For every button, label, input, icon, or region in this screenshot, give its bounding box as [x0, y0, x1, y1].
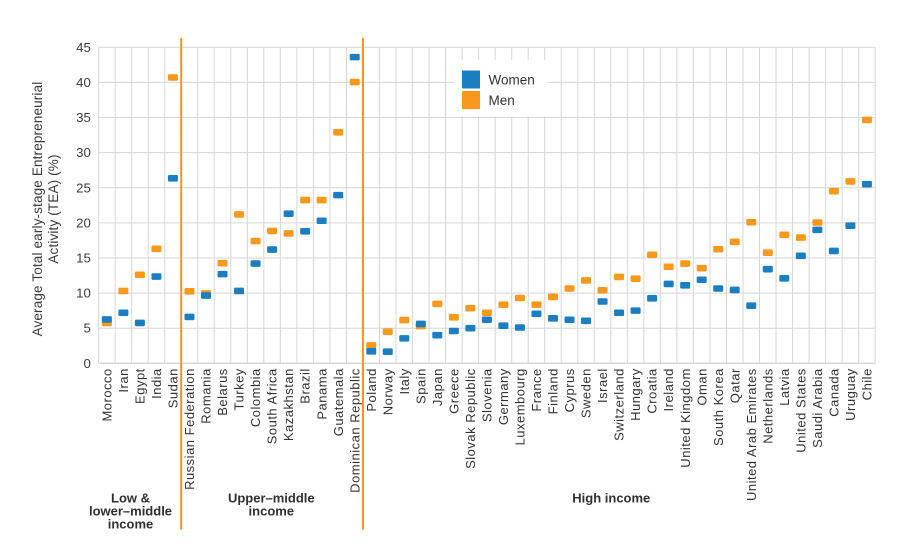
- svg-text:income: income: [108, 517, 154, 532]
- svg-text:Activity (TEA) (%): Activity (TEA) (%): [46, 154, 61, 263]
- svg-text:Slovenia: Slovenia: [479, 368, 494, 422]
- svg-text:Japan: Japan: [430, 368, 445, 406]
- svg-text:Spain: Spain: [413, 368, 428, 404]
- svg-text:Sweden: Sweden: [579, 368, 594, 418]
- svg-text:0: 0: [83, 356, 90, 371]
- svg-text:Germany: Germany: [496, 368, 511, 425]
- svg-text:Italy: Italy: [397, 368, 412, 394]
- svg-text:30: 30: [76, 145, 91, 160]
- svg-text:Chile: Chile: [860, 368, 875, 400]
- svg-text:Finland: Finland: [546, 368, 561, 414]
- svg-text:Hungary: Hungary: [628, 368, 643, 421]
- svg-text:Saudi Arabia: Saudi Arabia: [810, 368, 825, 448]
- svg-text:Russian Federation: Russian Federation: [182, 368, 197, 490]
- svg-text:Morocco: Morocco: [99, 368, 114, 421]
- svg-text:Canada: Canada: [826, 368, 841, 417]
- svg-text:Kazakhstan: Kazakhstan: [281, 368, 296, 441]
- svg-text:Luxembourg: Luxembourg: [513, 368, 528, 445]
- svg-text:10: 10: [76, 286, 91, 301]
- svg-text:35: 35: [76, 110, 91, 125]
- svg-text:Men: Men: [489, 93, 515, 108]
- svg-text:lower–middle: lower–middle: [89, 504, 172, 519]
- svg-text:Belarus: Belarus: [215, 368, 230, 416]
- svg-text:Latvia: Latvia: [777, 368, 792, 406]
- svg-text:Qatar: Qatar: [727, 368, 742, 403]
- svg-text:High income: High income: [572, 491, 650, 506]
- svg-text:5: 5: [83, 321, 90, 336]
- svg-text:Average Total early-stage Entr: Average Total early-stage Entrepreneuria…: [30, 82, 45, 337]
- svg-text:Iran: Iran: [116, 368, 131, 392]
- svg-text:Women: Women: [489, 72, 535, 87]
- svg-text:income: income: [249, 504, 295, 519]
- svg-text:South Africa: South Africa: [265, 368, 280, 444]
- svg-text:Upper–middle: Upper–middle: [228, 491, 315, 506]
- svg-text:Cyprus: Cyprus: [562, 368, 577, 412]
- svg-text:France: France: [529, 368, 544, 411]
- svg-text:Switzerland: Switzerland: [612, 368, 627, 441]
- svg-text:Israel: Israel: [595, 368, 610, 403]
- svg-text:Dominican Republic: Dominican Republic: [347, 368, 362, 493]
- svg-text:Brazil: Brazil: [298, 368, 313, 404]
- svg-text:25: 25: [76, 180, 91, 195]
- svg-text:15: 15: [76, 250, 91, 265]
- svg-text:United Arab Emirates: United Arab Emirates: [744, 368, 759, 501]
- svg-text:Panama: Panama: [314, 368, 329, 420]
- svg-text:Low &: Low &: [111, 491, 150, 506]
- svg-text:Egypt: Egypt: [133, 368, 148, 404]
- svg-text:Norway: Norway: [380, 368, 395, 415]
- svg-text:South Korea: South Korea: [711, 368, 726, 446]
- svg-text:20: 20: [76, 215, 91, 230]
- svg-text:Netherlands: Netherlands: [760, 368, 775, 444]
- svg-text:Ireland: Ireland: [661, 368, 676, 411]
- svg-text:Guatemala: Guatemala: [331, 368, 346, 436]
- svg-text:Colombia: Colombia: [248, 368, 263, 427]
- svg-text:Poland: Poland: [364, 368, 379, 411]
- svg-text:45: 45: [76, 40, 91, 55]
- svg-text:United Kingdom: United Kingdom: [678, 368, 693, 468]
- svg-text:Oman: Oman: [694, 368, 709, 405]
- svg-text:40: 40: [76, 75, 91, 90]
- svg-text:Greece: Greece: [446, 368, 461, 414]
- svg-text:India: India: [149, 368, 164, 399]
- svg-text:Croatia: Croatia: [645, 368, 660, 414]
- svg-text:United States: United States: [793, 368, 808, 453]
- svg-text:Turkey: Turkey: [232, 368, 247, 410]
- svg-text:Slovak Republic: Slovak Republic: [463, 368, 478, 469]
- svg-text:Romania: Romania: [199, 368, 214, 424]
- svg-text:Uruguay: Uruguay: [843, 368, 858, 421]
- svg-text:Sudan: Sudan: [166, 368, 181, 408]
